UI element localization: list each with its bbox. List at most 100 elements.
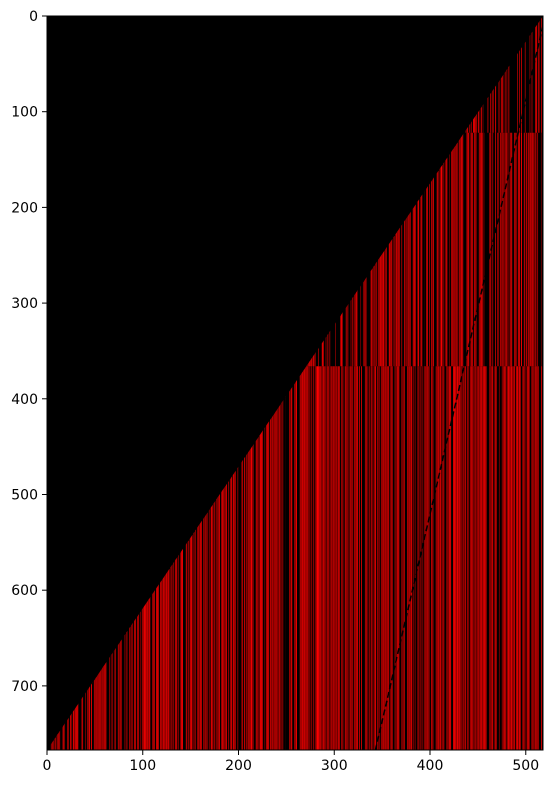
heatmap-column-segment — [402, 366, 403, 750]
x-tick-label: 300 — [321, 758, 348, 774]
heatmap-column-segment — [191, 366, 193, 750]
heatmap-column-segment — [281, 366, 283, 750]
heatmap-column-segment — [418, 366, 420, 750]
heatmap-column-segment — [463, 366, 465, 750]
heatmap-column-segment — [536, 366, 538, 750]
heatmap-column-segment — [396, 366, 398, 750]
heatmap-column-segment — [214, 366, 216, 750]
heatmap-column-segment — [300, 366, 302, 750]
heatmap-column-segment — [436, 132, 438, 367]
heatmap-column-segment — [492, 366, 494, 750]
heatmap-column-segment — [342, 366, 344, 750]
heatmap-column-segment — [317, 366, 319, 750]
heatmap-column-segment — [456, 132, 458, 367]
heatmap-column-segment — [522, 366, 524, 750]
heatmap-column-segment — [526, 366, 528, 750]
heatmap-column-segment — [503, 366, 505, 750]
heatmap-column-segment — [261, 366, 263, 750]
heatmap-column-segment — [260, 366, 262, 750]
y-tick-label: 100 — [11, 105, 38, 121]
heatmap-column-segment — [337, 366, 338, 750]
heatmap-column-segment — [456, 366, 458, 750]
heatmap-column-segment — [449, 132, 450, 367]
heatmap-column-segment — [273, 366, 275, 750]
heatmap-column-segment — [409, 132, 411, 367]
heatmap-column-segment — [519, 366, 520, 750]
heatmap-column-segment — [355, 366, 357, 750]
heatmap-column-segment — [387, 366, 389, 750]
heatmap-column-segment — [471, 366, 472, 750]
heatmap-column-segment — [432, 366, 434, 750]
y-tick-label: 600 — [11, 583, 38, 599]
heatmap-column-segment — [517, 16, 518, 133]
heatmap-column-segment — [429, 366, 430, 750]
heatmap-column-segment — [276, 366, 278, 750]
heatmap-column-segment — [510, 132, 512, 367]
heatmap-column-segment — [465, 366, 467, 750]
heatmap-column-segment — [497, 132, 498, 367]
heatmap-column-segment — [301, 366, 303, 750]
heatmap-column-segment — [499, 132, 501, 367]
heatmap-column-segment — [237, 366, 239, 750]
heatmap-column-segment — [420, 366, 422, 750]
heatmap-column-segment — [390, 132, 392, 367]
heatmap-column-segment — [319, 366, 321, 750]
heatmap-column-segment — [393, 132, 395, 367]
heatmap-column-segment — [291, 366, 293, 750]
heatmap-column-segment — [333, 366, 335, 750]
heatmap-column-segment — [428, 366, 429, 750]
heatmap-dark-column — [473, 132, 475, 367]
heatmap-column-segment — [429, 132, 430, 367]
heatmap-column-segment — [255, 366, 257, 750]
heatmap-column-segment — [275, 366, 277, 750]
heatmap-column-segment — [441, 132, 443, 367]
heatmap-column-segment — [468, 366, 470, 750]
heatmap-column-segment — [304, 366, 306, 750]
heatmap-column-segment — [484, 366, 486, 750]
heatmap-column-segment — [272, 366, 274, 750]
heatmap-column-segment — [479, 132, 481, 367]
heatmap-column-segment — [458, 366, 460, 750]
heatmap-column-segment — [364, 366, 366, 750]
heatmap-column-segment — [436, 366, 438, 750]
y-axis: 0 100 200 300 400 500 600 700 — [11, 9, 47, 695]
heatmap-column-segment — [524, 366, 526, 750]
heatmap-column-segment — [538, 16, 540, 133]
heatmap-column-segment — [475, 132, 477, 367]
heatmap-column-segment — [454, 132, 456, 367]
heatmap-column-segment — [219, 366, 220, 750]
heatmap-column-segment — [457, 366, 459, 750]
heatmap-column-segment — [221, 366, 223, 750]
heatmap-column-segment — [311, 366, 313, 750]
heatmap-column-segment — [226, 366, 227, 750]
heatmap-column-segment — [213, 366, 215, 750]
heatmap-column-segment — [223, 366, 224, 750]
heatmap-column-segment — [294, 366, 295, 750]
heatmap-column-segment — [519, 132, 521, 367]
heatmap-column-segment — [190, 366, 192, 750]
heatmap-dark-column — [285, 366, 287, 750]
heatmap-column-segment — [406, 132, 407, 367]
heatmap-column-segment — [489, 366, 491, 750]
heatmap-column-segment — [530, 132, 532, 367]
x-tick-label: 200 — [225, 758, 252, 774]
heatmap-column-segment — [478, 132, 480, 367]
heatmap-column-segment — [193, 366, 195, 750]
heatmap-column-segment — [421, 132, 423, 367]
heatmap-column-segment — [477, 366, 479, 750]
heatmap-column-segment — [347, 366, 349, 750]
heatmap-column-segment — [449, 366, 451, 750]
heatmap-column-segment — [218, 366, 220, 750]
heatmap-column-segment — [407, 366, 408, 750]
heatmap-column-segment — [483, 132, 485, 367]
heatmap-column-segment — [199, 366, 201, 750]
heatmap-column-segment — [351, 366, 353, 750]
heatmap-column-segment — [481, 132, 483, 367]
heatmap-column-segment — [523, 132, 525, 367]
heatmap-column-segment — [247, 366, 248, 750]
heatmap-column-segment — [472, 366, 473, 750]
heatmap-column-segment — [410, 366, 412, 750]
heatmap-column-segment — [422, 366, 424, 750]
heatmap-column-segment — [242, 366, 244, 750]
heatmap-column-segment — [359, 366, 360, 750]
